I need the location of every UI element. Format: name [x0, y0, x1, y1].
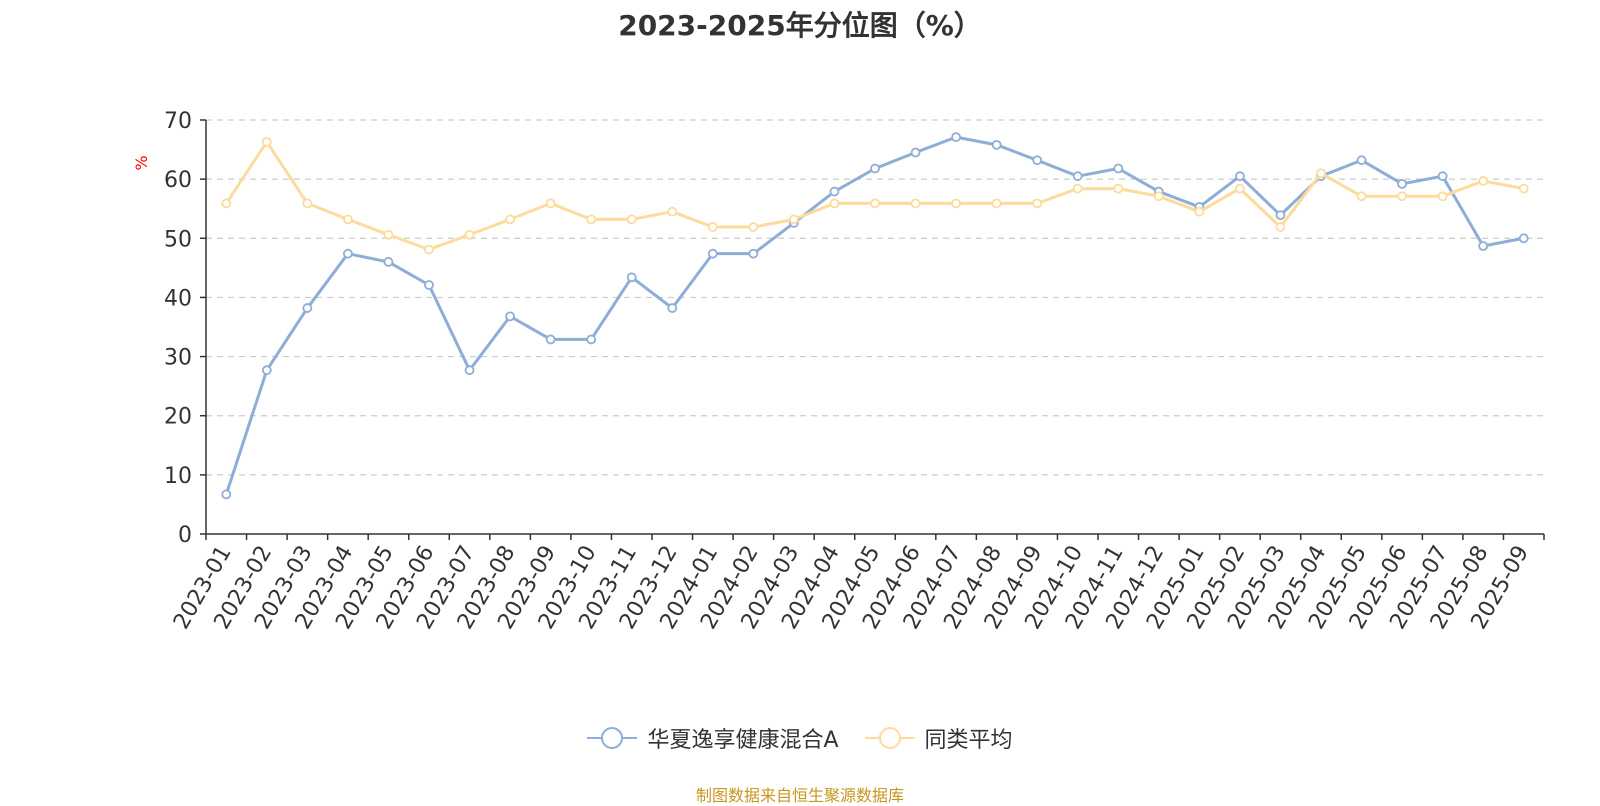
data-point-series-1-2024-05	[870, 163, 880, 174]
data-point-series-2-2023-03	[302, 198, 313, 209]
y-tick-label-0: 0	[178, 523, 192, 548]
data-point-series-2-2024-11	[1113, 183, 1124, 194]
data-point-series-1-2023-11	[626, 272, 637, 283]
data-point-series-1-2025-02	[1235, 171, 1245, 182]
data-point-series-1-2023-12	[667, 303, 678, 313]
data-point-series-1-2025-09	[1518, 233, 1529, 244]
data-point-series-2-2025-07	[1437, 191, 1448, 202]
y-tick-label-20: 20	[164, 405, 192, 430]
data-point-series-2-2024-06	[910, 198, 921, 209]
data-point-series-1-2023-05	[383, 257, 394, 267]
data-point-series-1-2025-07	[1437, 171, 1448, 182]
legend-symbol-series-2	[864, 727, 915, 749]
data-point-series-1-2025-06	[1397, 178, 1407, 189]
data-point-series-1-2023-06	[424, 280, 434, 290]
data-point-series-1-2023-10	[586, 334, 597, 345]
data-point-series-2-2024-08	[991, 198, 1002, 209]
data-point-series-2-2025-05	[1356, 191, 1367, 202]
data-point-series-1-2024-07	[951, 132, 961, 143]
data-point-series-2-2025-01	[1194, 206, 1205, 217]
data-point-series-1-2024-10	[1072, 171, 1083, 182]
data-point-series-1-2024-11	[1113, 163, 1124, 174]
legend-label-series-2: 同类平均	[924, 728, 1013, 753]
series-lines	[221, 132, 1529, 500]
legend-symbol-series-1	[587, 727, 638, 749]
data-point-series-1-2025-03	[1275, 210, 1286, 221]
data-point-series-2-2023-08	[505, 214, 515, 225]
data-point-series-2-2023-09	[545, 198, 556, 209]
data-point-series-2-2023-10	[586, 214, 597, 225]
grid-lines	[206, 119, 1544, 476]
y-tick-label-60: 60	[164, 168, 192, 193]
data-point-series-2-2023-04	[343, 214, 353, 225]
data-point-series-2-2024-01	[707, 222, 718, 232]
data-point-series-1-2024-08	[991, 139, 1002, 150]
legend-label-series-1: 华夏逸享健康混合A	[647, 728, 839, 753]
data-point-series-1-2024-01	[707, 248, 718, 259]
data-point-series-2-2024-12	[1153, 191, 1164, 202]
data-point-series-1-2025-05	[1356, 155, 1367, 166]
data-point-series-2-2024-07	[951, 198, 961, 209]
data-point-series-1-2023-03	[302, 303, 313, 313]
data-point-series-2-2023-05	[383, 229, 394, 240]
line-chart: 0 10 20 30 40 50 60 70 2023-012023-022023-03202…	[132, 109, 1545, 634]
data-point-series-1-2024-02	[748, 248, 759, 259]
data-point-series-2-2024-03	[789, 214, 799, 225]
legend: 华夏逸享健康混合A 同类平均	[0, 722, 1600, 754]
data-point-series-2-2025-03	[1275, 222, 1286, 232]
data-point-series-1-2025-08	[1478, 241, 1489, 251]
legend-item-series-2[interactable]: 同类平均	[864, 722, 1013, 754]
data-point-series-2-2023-07	[464, 229, 475, 240]
data-point-series-2-2023-12	[667, 206, 678, 217]
y-axis-label: %	[132, 155, 151, 170]
data-point-series-2-2025-08	[1478, 176, 1489, 186]
chart-title: 2023-2025年分位图（%）	[618, 9, 982, 42]
y-tick-label-30: 30	[164, 346, 192, 371]
y-tick-label-70: 70	[164, 109, 192, 134]
data-point-series-2-2023-06	[424, 244, 434, 255]
series-line-2	[225, 140, 1525, 252]
series-line-1	[224, 135, 1525, 495]
source-note: 制图数据来自恒生聚源数据库	[695, 786, 904, 805]
data-point-series-2-2024-10	[1072, 183, 1083, 194]
data-point-series-1-2023-04	[343, 248, 353, 259]
data-point-series-2-2023-01	[221, 198, 232, 209]
data-point-series-2-2024-05	[870, 198, 880, 209]
data-point-series-2-2023-02	[261, 136, 272, 147]
data-point-series-1-2023-07	[464, 365, 475, 376]
data-point-series-2-2024-09	[1032, 198, 1043, 209]
data-point-series-1-2023-08	[505, 311, 515, 322]
data-point-series-1-2023-01	[221, 489, 232, 500]
data-point-series-1-2024-09	[1032, 155, 1043, 166]
data-point-series-1-2024-04	[829, 186, 840, 197]
data-point-series-2-2025-02	[1235, 183, 1245, 194]
legend-item-series-1[interactable]: 华夏逸享健康混合A	[587, 722, 839, 754]
data-point-series-1-2024-06	[910, 147, 921, 158]
data-point-series-2-2025-09	[1518, 183, 1529, 194]
data-point-series-2-2025-04	[1316, 168, 1326, 179]
data-point-series-2-2024-04	[829, 198, 840, 209]
y-tick-label-50: 50	[164, 227, 192, 252]
data-point-series-1-2023-02	[261, 365, 272, 376]
data-point-series-1-2023-09	[545, 334, 556, 345]
y-tick-label-40: 40	[164, 286, 192, 311]
axes	[200, 119, 1545, 540]
y-tick-labels: 0 10 20 30 40 50 60 70	[164, 109, 192, 548]
x-tick-labels: 2023-012023-022023-032023-042023-052023-…	[169, 541, 1534, 633]
data-point-series-2-2024-02	[748, 222, 759, 232]
y-tick-label-10: 10	[164, 464, 192, 489]
data-point-series-2-2025-06	[1397, 191, 1407, 202]
data-point-series-2-2023-11	[626, 214, 637, 225]
